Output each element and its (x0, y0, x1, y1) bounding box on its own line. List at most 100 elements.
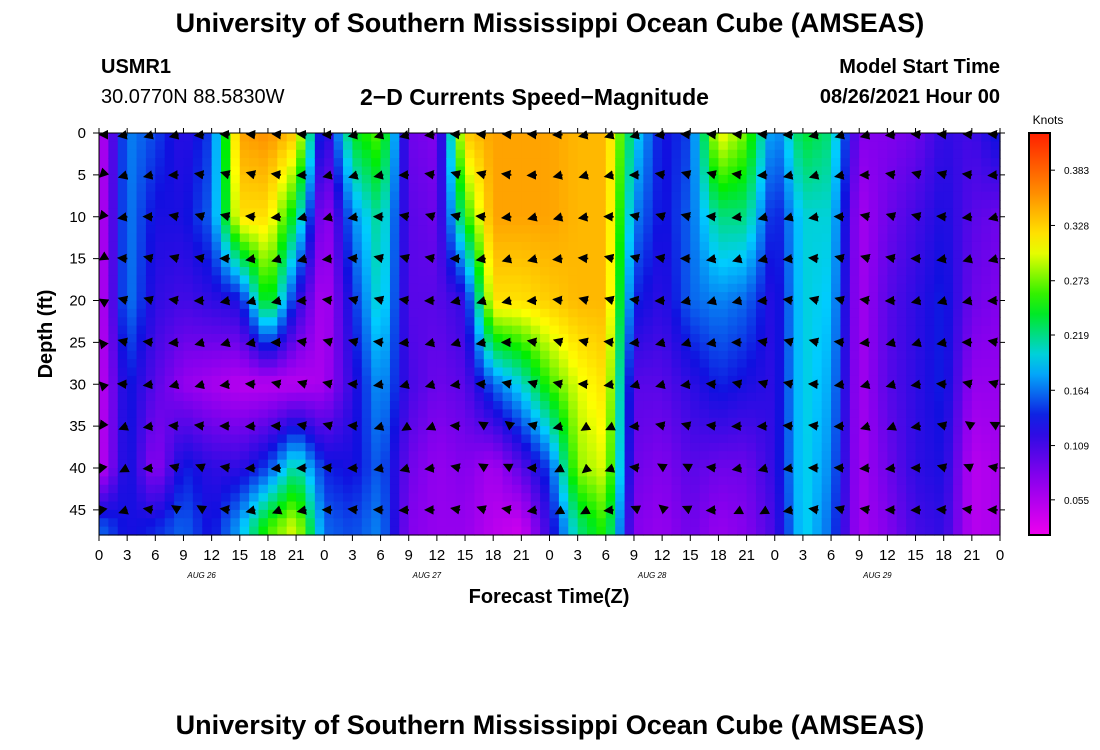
heatmap-cell (802, 392, 813, 402)
heatmap-cell (286, 258, 297, 268)
heatmap-cell (577, 493, 588, 503)
heatmap-cell (202, 342, 213, 352)
heatmap-cell (408, 166, 419, 176)
heatmap-cell (924, 459, 935, 469)
heatmap-cell (981, 367, 992, 377)
heatmap-cell (371, 191, 382, 201)
heatmap-cell (943, 509, 954, 519)
heatmap-cell (831, 200, 842, 209)
heatmap-cell (568, 225, 579, 235)
heatmap-cell (662, 392, 673, 402)
heatmap-cell (662, 401, 673, 410)
heatmap-cell (127, 334, 138, 343)
heatmap-cell (136, 367, 147, 377)
heatmap-cell (155, 392, 166, 402)
heatmap-cell (511, 468, 522, 477)
heatmap-cell (643, 426, 654, 436)
heatmap-cell (868, 426, 879, 436)
heatmap-cell (774, 375, 785, 385)
heatmap-cell (324, 225, 335, 235)
heatmap-cell (286, 250, 297, 260)
heatmap-cell (718, 459, 729, 469)
heatmap-cell (924, 468, 935, 477)
heatmap-cell (239, 166, 250, 176)
heatmap-cell (333, 258, 344, 268)
heatmap-cell (633, 434, 644, 444)
heatmap-cell (859, 233, 870, 243)
heatmap-cell (558, 367, 569, 377)
heatmap-cell (474, 442, 485, 452)
current-arrow (911, 337, 922, 348)
heatmap-cell (934, 518, 945, 528)
heatmap-cell (239, 208, 250, 218)
heatmap-cell (221, 258, 231, 268)
current-arrow (962, 295, 973, 306)
heatmap-cell (887, 350, 898, 360)
heatmap-cell (577, 233, 588, 243)
current-arrow (808, 505, 819, 515)
heatmap-cell (436, 501, 447, 511)
heatmap-cell (906, 317, 917, 327)
heatmap-cell (831, 258, 842, 268)
heatmap-cell (446, 359, 457, 369)
current-arrow (98, 298, 110, 308)
heatmap-cell (990, 183, 1001, 193)
heatmap-cell (511, 342, 522, 352)
heatmap-cell (971, 191, 982, 201)
heatmap-cell (164, 518, 175, 528)
heatmap-cell (906, 283, 917, 293)
heatmap-cell (568, 233, 579, 243)
heatmap-cell (399, 350, 410, 360)
current-arrow (399, 130, 410, 140)
heatmap-cell (990, 292, 1001, 302)
heatmap-cell (521, 350, 532, 360)
heatmap-cell (877, 200, 888, 209)
heatmap-cell (258, 325, 269, 335)
heatmap-cell (277, 384, 288, 394)
heatmap-cell (446, 141, 457, 151)
heatmap-cell (953, 283, 964, 293)
heatmap-cell (549, 493, 560, 503)
heatmap-cell (455, 183, 466, 193)
heatmap-cell (446, 149, 457, 159)
current-arrow (117, 170, 129, 180)
heatmap-cell (831, 158, 842, 168)
heatmap-cell (849, 325, 860, 335)
heatmap-cell (652, 325, 663, 335)
heatmap-cell (587, 501, 598, 511)
heatmap-cell (511, 225, 522, 235)
heatmap-cell (399, 233, 410, 243)
heatmap-cell (821, 350, 832, 360)
heatmap-cell (737, 141, 748, 151)
heatmap-cell (164, 359, 175, 369)
heatmap-cell (662, 267, 673, 276)
heatmap-cell (727, 426, 738, 436)
heatmap-cell (361, 241, 372, 251)
heatmap-cell (558, 468, 569, 477)
heatmap-cell (896, 233, 907, 243)
heatmap-cell (418, 518, 429, 528)
heatmap-cell (127, 308, 138, 318)
heatmap-cell (859, 359, 870, 369)
heatmap-cell (831, 317, 842, 327)
heatmap-cell (596, 208, 607, 218)
heatmap-cell (136, 200, 147, 209)
heatmap-cell (718, 275, 729, 285)
heatmap-cell (859, 518, 870, 528)
heatmap-cell (671, 149, 682, 159)
heatmap-cell (99, 149, 109, 159)
heatmap-cell (324, 451, 335, 461)
heatmap-cell (662, 225, 673, 235)
heatmap-cell (971, 442, 982, 452)
current-arrow (450, 170, 461, 180)
heatmap-cell (671, 141, 682, 151)
heatmap-cell (314, 216, 325, 226)
heatmap-cell (868, 401, 879, 410)
heatmap-cell (371, 200, 382, 209)
heatmap-cell (540, 375, 551, 385)
current-arrow (581, 463, 593, 474)
heatmap-cell (774, 283, 785, 293)
current-arrow (296, 421, 307, 431)
heatmap-cell (877, 275, 888, 285)
heatmap-cell (389, 468, 400, 477)
